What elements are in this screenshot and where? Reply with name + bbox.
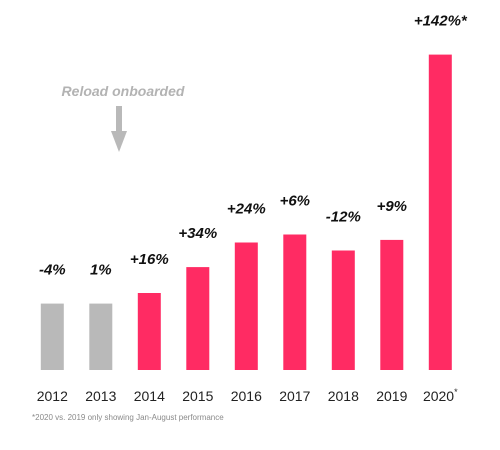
tick-label-2017: 2017 xyxy=(279,388,310,404)
data-label-2015: +34% xyxy=(178,225,217,242)
bar-2013 xyxy=(89,303,113,370)
bar-2016 xyxy=(234,242,258,370)
bar-2018 xyxy=(331,250,355,370)
data-label-2012: -4% xyxy=(39,262,66,279)
data-label-2014: +16% xyxy=(130,251,169,268)
data-label-2016: +24% xyxy=(227,201,266,218)
data-label-2019: +9% xyxy=(377,198,407,215)
annotation: Reload onboarded xyxy=(62,83,185,152)
footnote: *2020 vs. 2019 only showing Jan-August p… xyxy=(32,413,224,422)
tick-label-2020: 2020* xyxy=(423,387,458,404)
data-label-2013: 1% xyxy=(90,262,112,279)
bar-2012 xyxy=(40,303,64,370)
tick-label-2012: 2012 xyxy=(37,388,68,404)
data-label-2018: -12% xyxy=(326,209,361,226)
tick-label-2019: 2019 xyxy=(376,388,407,404)
tick-label-2018: 2018 xyxy=(328,388,359,404)
down-arrow-icon xyxy=(111,106,127,152)
bar-2017 xyxy=(283,234,307,370)
bar-2019 xyxy=(380,239,404,370)
data-labels-group: -4% 1% +16% +34% +24% +6% -12% +9% +142%* xyxy=(39,13,468,279)
tick-label-2014: 2014 xyxy=(134,388,165,404)
bar-2014 xyxy=(137,293,161,370)
data-label-2020: +142%* xyxy=(414,13,468,30)
bar-2015 xyxy=(186,267,210,370)
bars-group xyxy=(40,54,452,370)
data-label-2017: +6% xyxy=(280,193,310,210)
annotation-text: Reload onboarded xyxy=(62,83,185,99)
tick-label-2013: 2013 xyxy=(85,388,116,404)
bar-2020 xyxy=(428,54,452,370)
x-axis-tick-labels: 2012 2013 2014 2015 2016 2017 2018 2019 2020* xyxy=(37,387,458,404)
tick-label-2015: 2015 xyxy=(182,388,213,404)
tick-label-2016: 2016 xyxy=(231,388,262,404)
